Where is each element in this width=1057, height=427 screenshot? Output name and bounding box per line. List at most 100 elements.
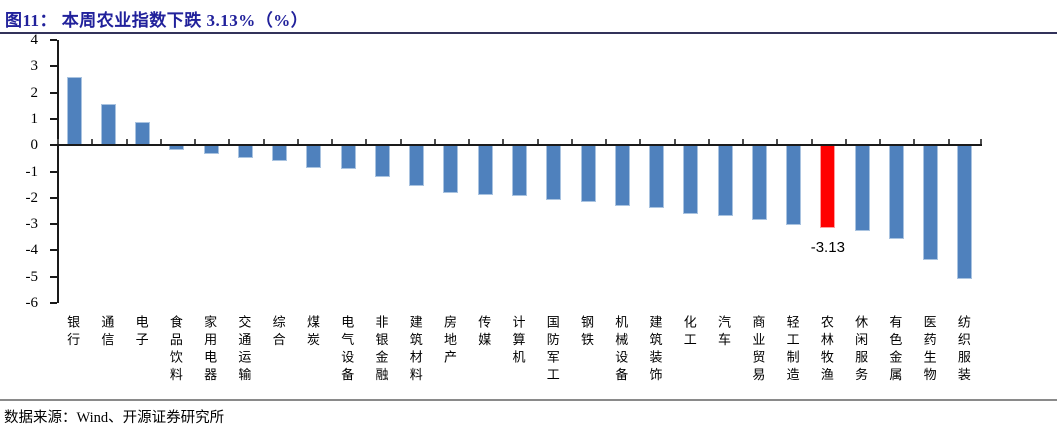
y-tick-mark xyxy=(50,170,57,173)
y-tick-label: 0 xyxy=(30,137,39,154)
x-category-label: 房地产 xyxy=(441,315,457,368)
x-tick-mark xyxy=(365,139,367,145)
y-tick-mark xyxy=(50,117,57,120)
y-tick-label: -2 xyxy=(25,189,39,206)
bar-综合 xyxy=(272,145,288,161)
y-tick-label: -5 xyxy=(25,268,39,285)
x-category-label: 计算机 xyxy=(510,315,526,368)
x-tick-mark xyxy=(194,139,196,145)
x-category-label: 农林牧渔 xyxy=(818,315,834,385)
footer-divider xyxy=(0,399,1057,401)
y-tick-mark xyxy=(50,302,57,304)
x-category-label: 交通运输 xyxy=(236,315,252,385)
x-tick-mark xyxy=(708,139,710,145)
y-tick-label: 2 xyxy=(30,84,39,101)
x-category-label: 食品饮料 xyxy=(167,315,183,385)
bar-计算机 xyxy=(512,145,527,197)
bar-化工 xyxy=(683,145,699,214)
bar-银行 xyxy=(66,76,82,146)
x-tick-mark xyxy=(160,139,162,145)
bar-农林牧渔 xyxy=(820,145,836,228)
bar-有色金属 xyxy=(888,145,904,239)
x-category-label: 国防军工 xyxy=(544,315,560,385)
x-tick-mark xyxy=(126,139,128,145)
x-category-label: 电子 xyxy=(133,315,149,350)
x-category-label: 轻工制造 xyxy=(784,315,800,385)
bar-交通运输 xyxy=(237,145,253,159)
x-tick-mark xyxy=(948,139,950,145)
bar-钢铁 xyxy=(580,145,596,202)
x-category-label: 有色金属 xyxy=(887,315,903,385)
bar-电子 xyxy=(135,121,151,146)
x-category-label: 钢铁 xyxy=(579,315,595,350)
x-tick-mark xyxy=(537,139,539,145)
bar-传媒 xyxy=(477,145,493,196)
bar-汽车 xyxy=(717,145,733,217)
y-tick-label: -3 xyxy=(25,216,39,233)
x-tick-mark xyxy=(228,139,230,145)
x-tick-mark xyxy=(297,139,299,145)
y-tick-label: -1 xyxy=(25,163,39,180)
figure-title: 图11： 本周农业指数下跌 3.13%（%） xyxy=(5,11,309,30)
y-tick-mark xyxy=(50,249,57,252)
bar-家用电器 xyxy=(203,145,219,155)
x-tick-mark xyxy=(980,139,982,145)
x-category-label: 电气设备 xyxy=(339,315,355,385)
x-tick-mark xyxy=(263,139,265,145)
x-tick-mark xyxy=(605,139,607,145)
x-tick-mark xyxy=(913,139,915,145)
bar-建筑材料 xyxy=(409,145,425,186)
bar-非银金融 xyxy=(374,145,390,177)
title-divider xyxy=(0,32,1057,34)
x-tick-mark xyxy=(776,139,778,145)
x-category-label: 非银金融 xyxy=(373,315,389,385)
x-tick-mark xyxy=(845,139,847,145)
x-category-label: 化工 xyxy=(681,315,697,350)
y-tick-mark xyxy=(50,223,57,226)
x-axis-line xyxy=(57,144,982,147)
x-tick-mark xyxy=(742,139,744,145)
x-tick-mark xyxy=(571,139,573,145)
bar-通信 xyxy=(100,104,116,146)
highlight-value-label: -3.13 xyxy=(810,238,845,256)
y-tick-label: 1 xyxy=(30,110,39,127)
y-axis-line xyxy=(57,40,59,303)
bar-建筑装饰 xyxy=(649,145,665,209)
y-tick-mark xyxy=(50,39,57,41)
x-category-label: 家用电器 xyxy=(202,315,218,385)
x-category-label: 医药生物 xyxy=(921,315,937,385)
bar-医药生物 xyxy=(923,145,939,260)
x-category-label: 机械设备 xyxy=(613,315,629,385)
bar-机械设备 xyxy=(614,145,630,206)
x-tick-mark xyxy=(879,139,881,145)
x-tick-mark xyxy=(331,139,333,145)
x-tick-mark xyxy=(674,139,676,145)
y-tick-mark xyxy=(50,144,57,147)
x-axis-category-labels: 银行 通信 电子 食品饮料 家用电器 交通运输 综合 煤炭 电气设备 非银金融 建筑材料 房地产 传媒计… xyxy=(57,315,982,405)
y-tick-mark xyxy=(50,65,57,68)
x-tick-mark xyxy=(639,139,641,145)
bar-轻工制造 xyxy=(786,145,802,226)
x-tick-mark xyxy=(91,139,93,145)
x-category-label: 商业贸易 xyxy=(750,315,766,385)
x-tick-mark xyxy=(468,139,470,145)
x-tick-mark xyxy=(400,139,402,145)
x-category-label: 银行 xyxy=(65,315,81,350)
x-category-label: 通信 xyxy=(99,315,115,350)
x-tick-mark xyxy=(811,139,813,145)
data-source-note: 数据来源：Wind、开源证券研究所 xyxy=(4,410,225,426)
y-tick-label: 3 xyxy=(30,58,39,75)
y-tick-label: -4 xyxy=(25,242,39,259)
x-tick-mark xyxy=(57,139,59,145)
bar-国防军工 xyxy=(546,145,562,201)
bar-商业贸易 xyxy=(751,145,767,221)
x-category-label: 纺织服装 xyxy=(955,315,971,385)
y-tick-mark xyxy=(50,91,57,94)
y-tick-mark xyxy=(50,275,57,278)
x-category-label: 汽车 xyxy=(716,315,732,350)
x-category-label: 建筑装饰 xyxy=(647,315,663,385)
bar-纺织服装 xyxy=(957,145,973,280)
y-axis-labels: 4 3 2 1 0 -1 -2 -3 -4 -5 -6 xyxy=(0,32,48,311)
